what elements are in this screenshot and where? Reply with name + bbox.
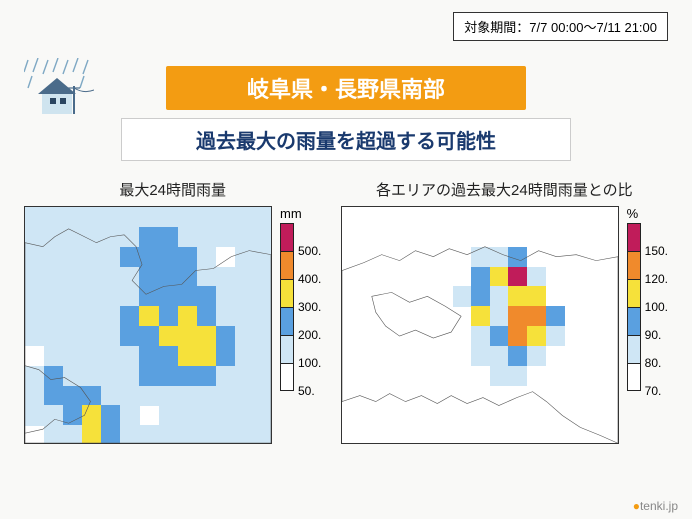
legend-unit-right: %	[627, 206, 639, 221]
legend-swatch	[280, 363, 294, 391]
period-label: 対象期間：	[464, 20, 529, 35]
legend-label: 80.	[645, 356, 662, 370]
coastline-right-icon	[342, 207, 618, 443]
rain-house-icon	[24, 58, 94, 118]
legend-label: 400.	[298, 272, 321, 286]
house-window-icon	[50, 98, 56, 104]
period-range: 7/7 00:00～7/11 21:00	[529, 20, 657, 35]
legend-swatch	[280, 307, 294, 335]
legend-label: 200.	[298, 328, 321, 342]
legend-label: 120.	[645, 272, 668, 286]
root: 対象期間：7/7 00:00～7/11 21:00 岐阜県・長野県南部 過去最大…	[0, 0, 692, 519]
legend-label: 300.	[298, 300, 321, 314]
legend-swatch	[280, 279, 294, 307]
legend-label: 50.	[298, 384, 315, 398]
map-canvas-right	[341, 206, 619, 444]
legend-label: 100.	[298, 356, 321, 370]
legend-right: % 150.120.100.90.80.70.	[627, 206, 668, 391]
legend-swatch	[627, 363, 641, 391]
legend-label: 150.	[645, 244, 668, 258]
attribution: ●tenki.jp	[633, 499, 678, 513]
house-roof-icon	[38, 78, 76, 94]
legend-swatch	[627, 279, 641, 307]
title-band: 岐阜県・長野県南部	[166, 66, 526, 110]
legend-swatch	[280, 335, 294, 363]
subtitle-band: 過去最大の雨量を超過する可能性	[121, 118, 571, 161]
map-title-left: 最大24時間雨量	[119, 179, 226, 200]
map-canvas-left	[24, 206, 272, 444]
house-wall-icon	[42, 92, 72, 114]
period-box: 対象期間：7/7 00:00～7/11 21:00	[453, 12, 668, 41]
coastline-left-icon	[25, 207, 271, 443]
legend-label: 500.	[298, 244, 321, 258]
legend-swatch	[627, 335, 641, 363]
legend-swatch	[280, 251, 294, 279]
legend-left: mm 500.400.300.200.100.50.	[280, 206, 321, 391]
maps-row: 最大24時間雨量 mm 500. 400. 300. 200. 100. 50. 各エリア…	[20, 179, 672, 444]
legend-label: 90.	[645, 328, 662, 342]
map-wrap-left: mm 500. 400. 300. 200. 100. 50.	[24, 206, 321, 444]
legend-swatch	[627, 251, 641, 279]
legend-unit-left: mm	[280, 206, 302, 221]
map-block-left: 最大24時間雨量 mm 500. 400. 300. 200. 100. 50.	[24, 179, 321, 444]
legend-swatch	[627, 223, 641, 251]
map-wrap-right: % 150. 120. 100. 90. 80. 70.	[341, 206, 668, 444]
legend-swatch	[280, 223, 294, 251]
legend-row: 500.	[280, 223, 321, 251]
legend-swatch	[627, 307, 641, 335]
legend-row: 150.	[627, 223, 668, 251]
attribution-text: tenki.jp	[640, 499, 678, 513]
legend-bar-right: 150.120.100.90.80.70.	[627, 223, 668, 391]
map-title-right: 各エリアの過去最大24時間雨量との比	[376, 179, 633, 200]
house-window-icon	[60, 98, 66, 104]
legend-bar-left: 500.400.300.200.100.50.	[280, 223, 321, 391]
map-block-right: 各エリアの過去最大24時間雨量との比 % 150. 120. 100. 90. 80. 7…	[341, 179, 668, 444]
legend-label: 100.	[645, 300, 668, 314]
brand-dot-icon: ●	[633, 499, 640, 513]
legend-label: 70.	[645, 384, 662, 398]
